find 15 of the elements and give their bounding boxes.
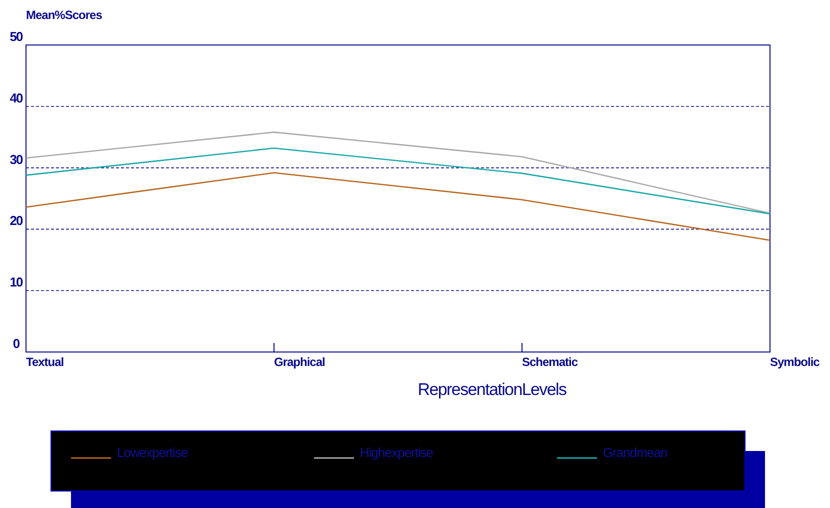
x-tick-label: Textual [26, 355, 64, 369]
legend-label: Grandmean [603, 445, 668, 460]
y-tick-label: 30 [10, 152, 23, 167]
legend-label: Highexpertise [360, 445, 434, 460]
x-tick-label: Symbolic [770, 355, 820, 369]
x-tick-label: Graphical [274, 355, 326, 369]
y-tick-label: 20 [10, 213, 23, 228]
y-tick-label: 40 [10, 90, 23, 106]
legend-label: Lowexpertise [117, 445, 188, 460]
y-axis-title: Mean%Scores [26, 8, 103, 22]
x-axis-title: RepresentationLevels [418, 380, 567, 399]
x-tick-label: Schematic [522, 355, 578, 369]
y-tick-label: 50 [10, 29, 23, 44]
y-tick-label: 10 [10, 274, 23, 290]
y-tick-label: 0 [12, 336, 20, 351]
